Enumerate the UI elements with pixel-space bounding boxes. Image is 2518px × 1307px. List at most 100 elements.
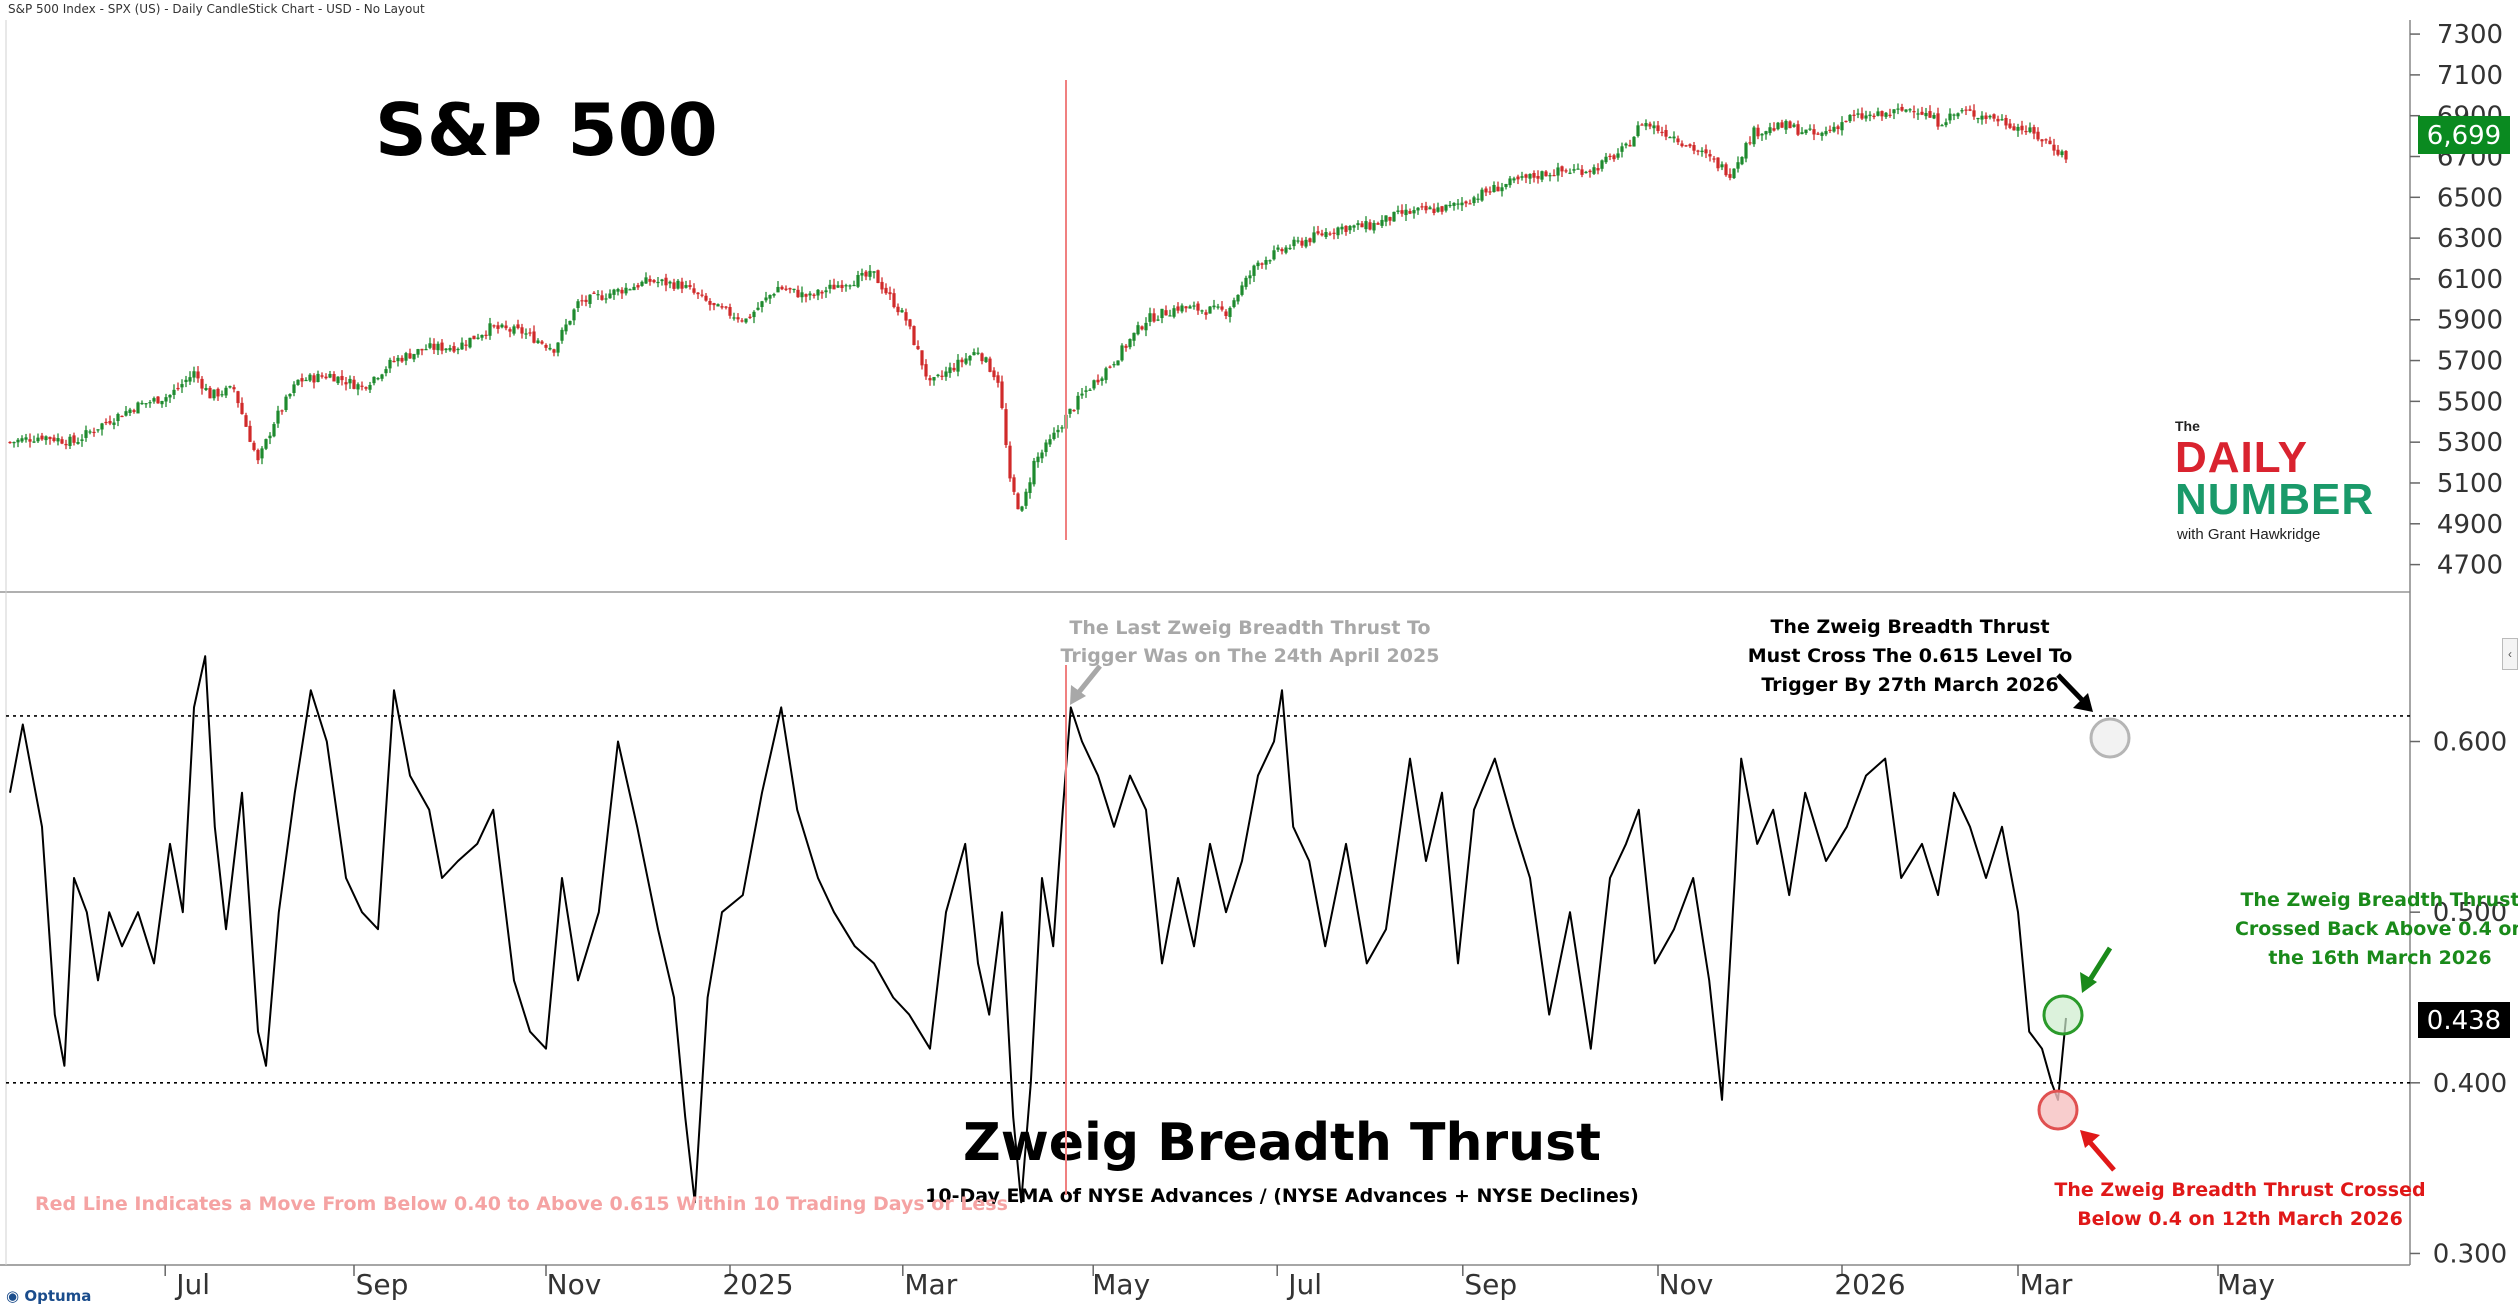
price-last-tag-bg <box>2418 116 2510 154</box>
candle-body <box>576 301 580 308</box>
candle-body <box>1024 491 1028 506</box>
candle-body <box>1104 368 1108 380</box>
optuma-logo: ◉ Optuma <box>6 1287 91 1305</box>
candle-body <box>860 273 864 276</box>
candle-body <box>1080 393 1084 396</box>
candle-body <box>1012 477 1016 492</box>
candle-body <box>532 331 536 343</box>
green-arrow-shaft <box>2085 946 2113 985</box>
candle-body <box>364 387 368 389</box>
zweig-last-tag: 0.438 <box>2418 1002 2510 1038</box>
candle-body <box>1564 170 1568 172</box>
candle-body <box>1176 306 1180 311</box>
candle-body <box>1656 125 1660 131</box>
candle-body <box>1032 460 1036 485</box>
candle-body <box>1004 409 1008 446</box>
candle-body <box>352 379 356 389</box>
time-tick-label: Jul <box>1286 1268 1322 1301</box>
candle-body <box>1292 239 1296 247</box>
candle-body <box>740 320 744 322</box>
candle-body <box>832 284 836 290</box>
candle-body <box>60 439 64 444</box>
candle-body <box>2008 123 2012 128</box>
candle-body <box>2020 125 2024 131</box>
candle-body <box>484 334 488 336</box>
zweig-line-group <box>6 655 2410 1204</box>
candle-body <box>344 382 348 385</box>
price-axis: 7300710069006700650063006100590057005500… <box>2410 20 2503 581</box>
candle-body <box>1000 381 1004 409</box>
candle-body <box>1284 247 1288 253</box>
candle-body <box>2028 127 2032 133</box>
candle-body <box>1356 223 1360 226</box>
candle-body <box>1708 154 1712 157</box>
annotation-must-cross-line2: Must Cross The 0.615 Level To <box>1748 645 2073 667</box>
red-arrow-head <box>2080 1130 2100 1148</box>
candle-body <box>448 348 452 351</box>
zweig-axis: 0.600 0.500 0.400 0.300 <box>2410 728 2507 1269</box>
candle-body <box>1664 130 1668 137</box>
candle-body <box>1784 120 1788 130</box>
candle-body <box>1348 226 1352 231</box>
candle-body <box>1764 131 1768 135</box>
candle-body <box>1672 136 1676 139</box>
candle-body <box>604 298 608 300</box>
candle-body <box>2060 151 2064 156</box>
candle-body <box>1016 493 1020 510</box>
candle-body <box>1608 155 1612 158</box>
candle-body <box>1620 146 1624 152</box>
candle-body <box>164 397 168 402</box>
candle-body <box>1528 173 1532 179</box>
candle-body <box>772 294 776 296</box>
candle-body <box>1160 308 1164 319</box>
candle-body <box>24 437 28 440</box>
candle-body <box>1892 109 1896 114</box>
collapse-handle-chevron-left-icon[interactable]: ‹ <box>2502 638 2518 670</box>
zweig-title: Zweig Breadth Thrust <box>963 1113 1601 1173</box>
candle-body <box>556 342 560 353</box>
candle-body <box>2040 139 2044 142</box>
candle-body <box>1576 168 1580 170</box>
candle-body <box>1548 175 1552 177</box>
candle-body <box>244 415 248 427</box>
candle-body <box>1544 171 1548 177</box>
candle-body <box>160 400 164 405</box>
candle-body <box>1228 307 1232 317</box>
annotation-crossed-below: The Zweig Breadth Thrust Crossed Below 0… <box>2037 1089 2426 1230</box>
candle-body <box>1844 120 1848 123</box>
candle-body <box>1336 227 1340 236</box>
candle-body <box>116 414 120 422</box>
candle-body <box>920 350 924 366</box>
candle-body <box>264 439 268 449</box>
black-arrow-shaft <box>2056 673 2087 705</box>
zweig-tick-label: 0.500 <box>2433 898 2507 928</box>
candle-body <box>1796 124 1800 135</box>
candle-body <box>1444 204 1448 211</box>
candle-body <box>1732 168 1736 179</box>
candle-body <box>1628 144 1632 147</box>
candle-body <box>408 353 412 359</box>
annotation-crossed-above-line2: Crossed Back Above 0.4 on <box>2235 918 2518 940</box>
candle-body <box>152 398 156 402</box>
candle-body <box>524 333 528 335</box>
candle-body <box>16 439 20 443</box>
candle-body <box>392 360 396 363</box>
price-tick-label: 6500 <box>2437 183 2503 213</box>
candle-body <box>652 280 656 283</box>
candle-body <box>536 340 540 344</box>
candle-body <box>1456 203 1460 205</box>
candle-body <box>704 295 708 301</box>
candle-body <box>1036 456 1040 463</box>
candle-body <box>44 436 48 441</box>
candle-body <box>436 343 440 351</box>
candle-body <box>1392 211 1396 222</box>
candle-body <box>756 307 760 310</box>
candle-body <box>1924 112 1928 117</box>
candle-body <box>172 389 176 395</box>
candle-body <box>1976 117 1980 120</box>
candle-body <box>856 274 860 287</box>
candle-body <box>1260 263 1264 265</box>
candle-body <box>1824 131 1828 135</box>
